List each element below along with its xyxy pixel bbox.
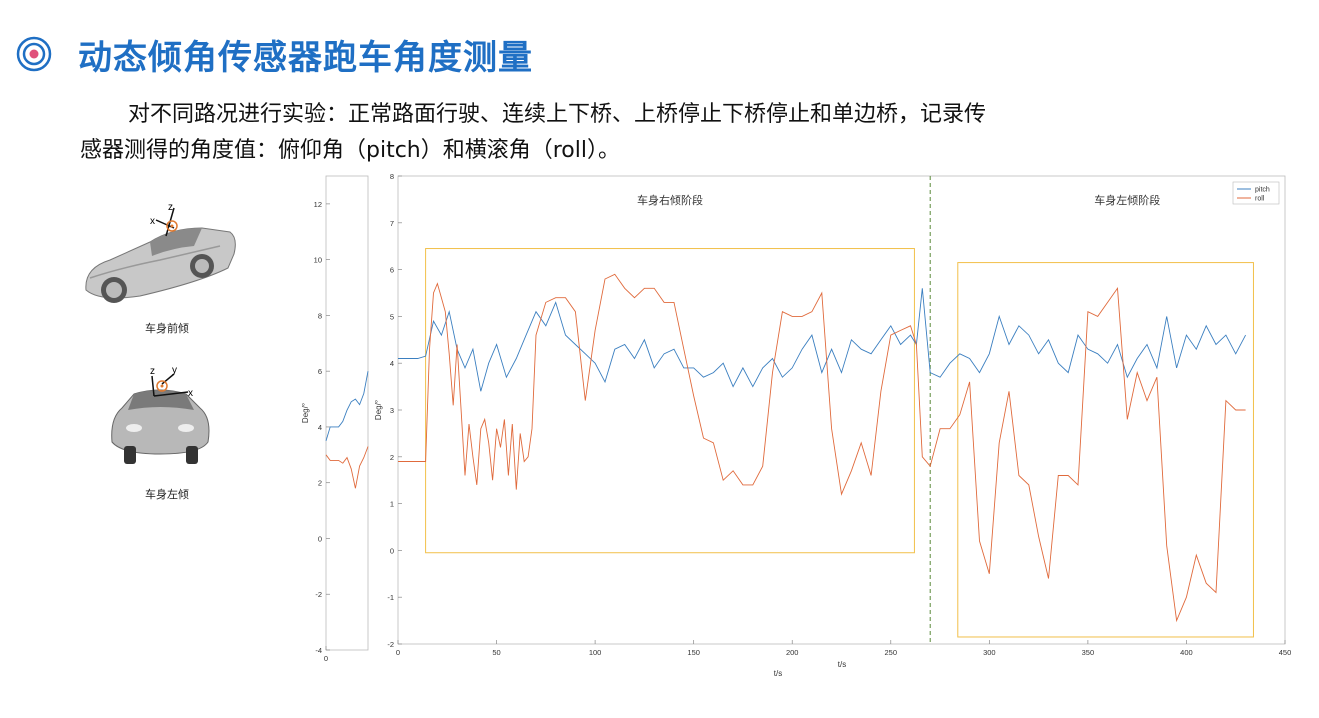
y-tick-label: 7 bbox=[390, 219, 394, 228]
page-title: 动态倾角传感器跑车角度测量 bbox=[78, 38, 533, 78]
x-tick-label: 300 bbox=[983, 648, 996, 657]
x-axis-title: t/s bbox=[838, 660, 846, 669]
legend-label-pitch: pitch bbox=[1255, 187, 1270, 194]
paragraph-line-2: 感器测得的角度值：俯仰角（pitch）和横滚角（roll）。 bbox=[80, 138, 620, 163]
y-tick-label: 2 bbox=[390, 453, 394, 462]
y-tick-label: 1 bbox=[390, 500, 394, 509]
x-axis-title: t/s bbox=[774, 669, 782, 678]
chart-2: -2 -1 0 1 2 3 4 5 6 7 8 0 50 100 150 200 250 300 350 400 450… bbox=[374, 172, 1291, 669]
paragraph-line-1: 对不同路况进行实验：正常路面行驶、连续上下桥、上桥停止下桥停止和单边桥，记录传 bbox=[128, 102, 987, 127]
x-tick-label: 100 bbox=[589, 648, 602, 657]
x-tick-label: 350 bbox=[1082, 648, 1095, 657]
y-tick-label: 6 bbox=[318, 367, 322, 376]
series-line-roll bbox=[398, 273, 1246, 623]
phase-annotation: 车身左倾阶段 bbox=[1094, 193, 1160, 207]
series-line-pitch bbox=[398, 288, 1246, 392]
x-tick-label: 200 bbox=[786, 648, 799, 657]
y-tick-label: 0 bbox=[318, 534, 322, 543]
y-axis-title: Deg/° bbox=[374, 400, 383, 420]
y-tick-label: 5 bbox=[390, 312, 394, 321]
y-tick-label: 6 bbox=[390, 266, 394, 275]
car-left-axis-x: x bbox=[188, 388, 193, 399]
y-tick-label: 3 bbox=[390, 406, 394, 415]
series-line-series-1 bbox=[325, 371, 369, 442]
y-tick-label: 0 bbox=[390, 546, 394, 555]
plot-area bbox=[397, 175, 1286, 645]
x-tick-label: 250 bbox=[885, 648, 898, 657]
highlight-region bbox=[957, 262, 1254, 638]
y-tick-label: 8 bbox=[318, 311, 322, 320]
plot-area bbox=[325, 175, 369, 651]
car-front-axis-x: x bbox=[150, 216, 155, 227]
car-left-axis-y: y bbox=[172, 365, 177, 376]
x-tick-label: 0 bbox=[396, 648, 400, 657]
y-axis-title: Deg/° bbox=[301, 403, 310, 423]
y-tick-label: -1 bbox=[387, 593, 394, 602]
x-tick-label: 50 bbox=[492, 648, 500, 657]
y-tick-label: -2 bbox=[315, 590, 322, 599]
car-front-illustration: z x bbox=[85, 202, 236, 303]
x-tick-label: 450 bbox=[1279, 648, 1292, 657]
target-icon bbox=[16, 36, 52, 72]
x-tick-label: 150 bbox=[687, 648, 700, 657]
y-tick-label: 4 bbox=[390, 359, 394, 368]
y-tick-label: 4 bbox=[318, 423, 322, 432]
y-tick-label: -4 bbox=[315, 646, 322, 655]
series-line-series-2 bbox=[325, 446, 369, 489]
x-tick-label: 0 bbox=[324, 654, 328, 663]
y-tick-label: 2 bbox=[318, 479, 322, 488]
y-tick-label: 12 bbox=[314, 200, 322, 209]
car-front-label: 车身前倾 bbox=[145, 322, 189, 335]
car-front-axis-z: z bbox=[168, 202, 173, 213]
y-tick-label: 8 bbox=[390, 172, 394, 181]
x-tick-label: 400 bbox=[1180, 648, 1193, 657]
highlight-region bbox=[425, 248, 915, 554]
legend-label-roll: roll bbox=[1255, 196, 1265, 203]
phase-annotation: 车身右倾阶段 bbox=[637, 193, 703, 207]
car-left-axis-z: z bbox=[150, 366, 155, 377]
y-tick-label: 10 bbox=[314, 256, 322, 265]
car-left-label: 车身左倾 bbox=[145, 488, 189, 501]
car-left-illustration: z y x bbox=[111, 365, 210, 464]
y-tick-label: -2 bbox=[387, 640, 394, 649]
